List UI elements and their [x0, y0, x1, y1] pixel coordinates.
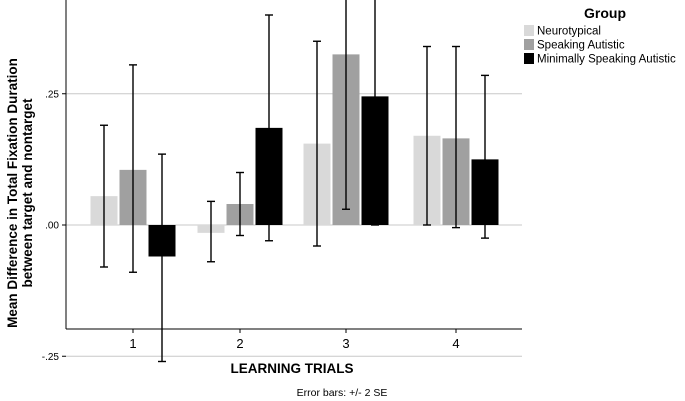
y-axis-title-line: between target and nontarget	[20, 98, 35, 288]
legend: Neurotypical Speaking Autistic Minimally S…	[524, 25, 676, 66]
legend-swatch	[524, 53, 534, 64]
x-tick-label: 2	[236, 336, 243, 351]
y-tick-label: .00	[45, 221, 59, 232]
bars	[90, 54, 499, 257]
y-tick-label: .25	[45, 89, 59, 100]
y-tick-label: -.25	[42, 352, 60, 363]
legend-title: Group	[584, 5, 626, 21]
y-axis-title-line: Mean Difference in Total Fixation Durati…	[5, 58, 20, 328]
x-axis-title: LEARNING TRIALS	[231, 361, 354, 376]
legend-label: Speaking Autistic	[537, 40, 625, 52]
legend-label: Neurotypical	[537, 26, 601, 38]
legend-swatch	[524, 25, 534, 36]
y-axis-title: Mean Difference in Total Fixation Durati…	[5, 58, 35, 328]
footnote: Error bars: +/- 2 SE	[297, 387, 388, 399]
legend-label: Minimally Speaking Autistic	[537, 54, 676, 66]
y-axis-title-text: Mean Difference in Total Fixation Durati…	[5, 58, 35, 328]
error-bars	[100, 0, 489, 363]
x-tick-label: 1	[129, 336, 136, 351]
legend-swatch	[524, 39, 534, 50]
x-tick-label: 4	[452, 336, 459, 351]
x-tick-label: 3	[342, 336, 349, 351]
axes: -.25.00.25.50.751234	[42, 0, 522, 363]
